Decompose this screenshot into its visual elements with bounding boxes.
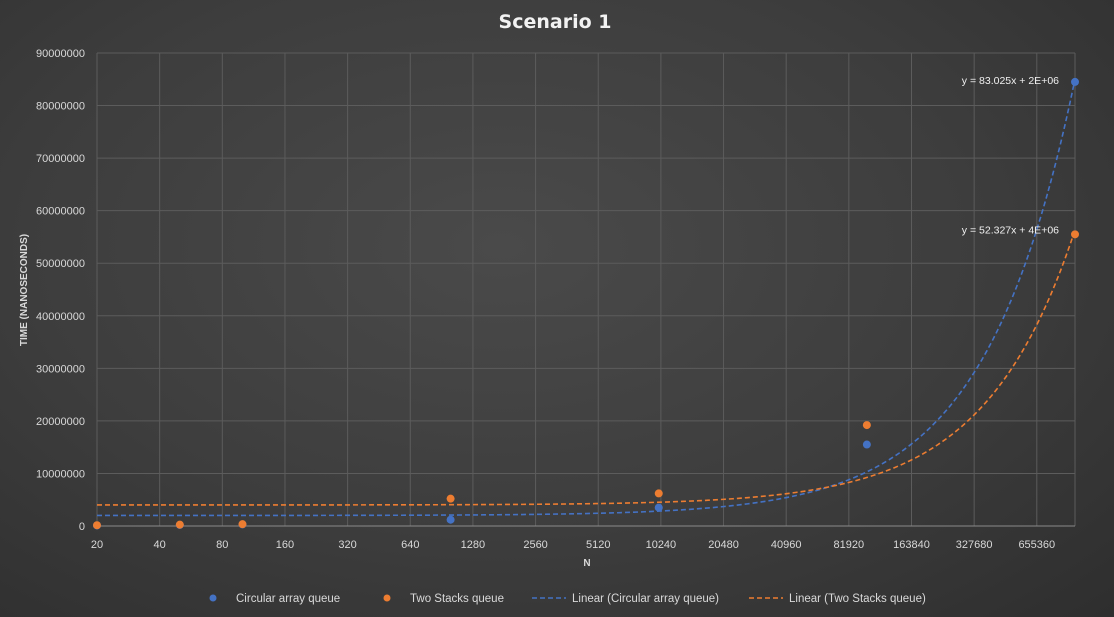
trendline-equation: y = 83.025x + 2E+06 — [962, 75, 1059, 87]
legend-marker — [383, 594, 391, 602]
trendline — [97, 78, 1076, 517]
data-point — [175, 520, 184, 529]
x-tick-label: 327680 — [956, 539, 993, 551]
x-tick-label: 40 — [154, 539, 166, 551]
x-axis-title: N — [583, 558, 590, 569]
chart-title: Scenario 1 — [499, 11, 612, 33]
x-tick-label: 10240 — [646, 539, 677, 551]
y-tick-label: 50000000 — [36, 258, 85, 270]
trendline-equation: y = 52.327x + 4E+06 — [962, 224, 1059, 236]
trendline-equations: y = 83.025x + 2E+06 y = 52.327x + 4E+06 — [962, 75, 1059, 236]
y-axis-title: TIME (NANOSECONDS) — [19, 234, 30, 346]
y-tick-label: 70000000 — [36, 153, 85, 165]
data-point — [446, 515, 455, 524]
x-tick-label: 1280 — [461, 539, 485, 551]
data-point — [446, 494, 455, 503]
y-axis-ticks: 0 10000000 20000000 30000000 40000000 5000000… — [36, 48, 85, 533]
data-point — [1071, 230, 1079, 239]
y-tick-label: 0 — [79, 521, 85, 533]
legend-marker — [209, 594, 217, 602]
data-points — [93, 77, 1079, 530]
data-point — [93, 521, 101, 530]
x-tick-label: 81920 — [834, 539, 865, 551]
legend-label: Linear (Two Stacks queue) — [789, 593, 926, 605]
data-point — [862, 440, 871, 449]
x-tick-label: 163840 — [893, 539, 930, 551]
y-tick-label: 60000000 — [36, 206, 85, 218]
y-tick-label: 30000000 — [36, 363, 85, 375]
x-axis-ticks: 20 40 80 160 320 640 1280 2560 5120 10240 20480 409… — [91, 539, 1055, 551]
x-tick-label: 40960 — [771, 539, 802, 551]
grid — [96, 52, 1076, 527]
legend-label: Linear (Circular array queue) — [572, 593, 719, 605]
x-tick-label: 655360 — [1018, 539, 1055, 551]
data-point — [238, 520, 247, 529]
data-point — [654, 503, 663, 512]
y-tick-label: 10000000 — [36, 468, 85, 480]
x-tick-label: 80 — [216, 539, 228, 551]
x-tick-label: 160 — [276, 539, 294, 551]
legend: Circular array queue Two Stacks queue Line… — [209, 593, 926, 605]
y-tick-label: 90000000 — [36, 48, 85, 60]
x-tick-label: 640 — [401, 539, 419, 551]
x-tick-label: 5120 — [586, 539, 610, 551]
x-tick-label: 20480 — [708, 539, 739, 551]
x-tick-label: 20 — [91, 539, 103, 551]
y-tick-label: 20000000 — [36, 416, 85, 428]
data-point — [1071, 77, 1079, 86]
legend-label: Two Stacks queue — [410, 593, 504, 605]
x-tick-label: 2560 — [523, 539, 547, 551]
y-tick-label: 40000000 — [36, 311, 85, 323]
y-tick-label: 80000000 — [36, 101, 85, 113]
trendlines — [97, 78, 1076, 517]
x-tick-label: 320 — [338, 539, 356, 551]
data-point — [862, 421, 871, 430]
trendline — [97, 229, 1076, 506]
legend-label: Circular array queue — [236, 593, 340, 605]
data-point — [654, 489, 663, 498]
